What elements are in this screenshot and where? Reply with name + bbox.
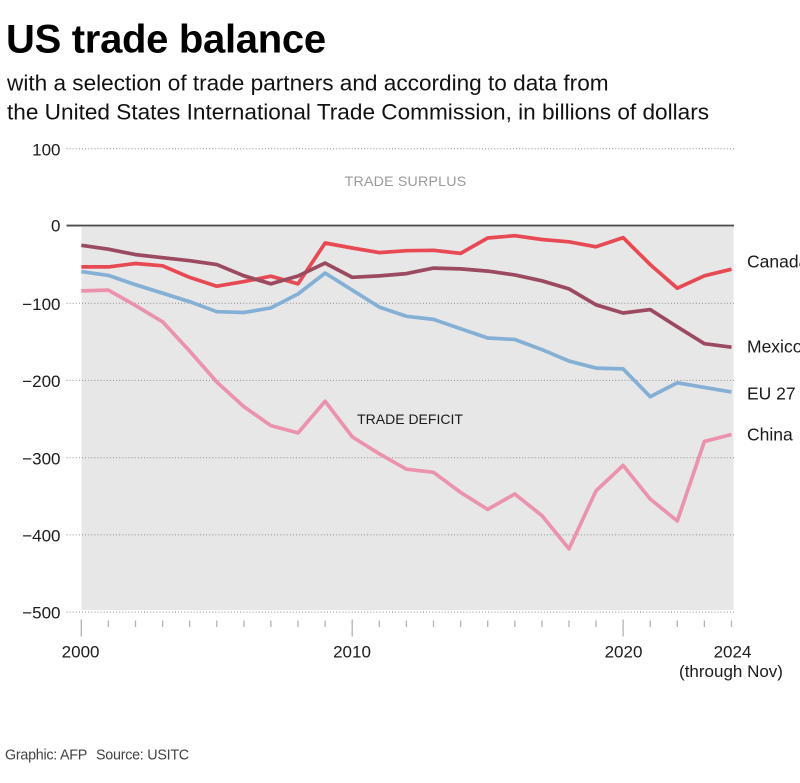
svg-text:2020: 2020	[605, 643, 643, 662]
svg-text:Mexico: Mexico	[747, 337, 800, 357]
svg-text:−200: −200	[22, 372, 60, 391]
svg-text:−300: −300	[22, 449, 60, 468]
svg-text:−100: −100	[22, 295, 60, 314]
svg-text:2024: 2024	[714, 643, 752, 662]
svg-text:the United States Internationa: the United States International Trade Co…	[7, 100, 709, 125]
svg-text:EU 27: EU 27	[747, 384, 796, 404]
svg-text:TRADE SURPLUS: TRADE SURPLUS	[345, 174, 467, 190]
svg-text:−400: −400	[22, 527, 60, 546]
svg-text:0: 0	[51, 217, 60, 236]
svg-text:100: 100	[32, 140, 60, 159]
svg-text:Canada: Canada	[747, 252, 800, 272]
svg-text:Graphic: AFP: Graphic: AFP	[5, 748, 87, 764]
svg-text:Source: USITC: Source: USITC	[96, 748, 189, 764]
svg-text:China: China	[747, 425, 793, 445]
svg-text:−500: −500	[22, 604, 60, 623]
svg-text:US trade balance: US trade balance	[6, 18, 326, 62]
svg-text:(through Nov): (through Nov)	[679, 662, 783, 681]
svg-text:TRADE DEFICIT: TRADE DEFICIT	[357, 411, 463, 427]
svg-text:with a selection of trade part: with a selection of trade partners and a…	[6, 71, 609, 96]
svg-text:2000: 2000	[62, 643, 100, 662]
svg-text:2010: 2010	[333, 643, 371, 662]
